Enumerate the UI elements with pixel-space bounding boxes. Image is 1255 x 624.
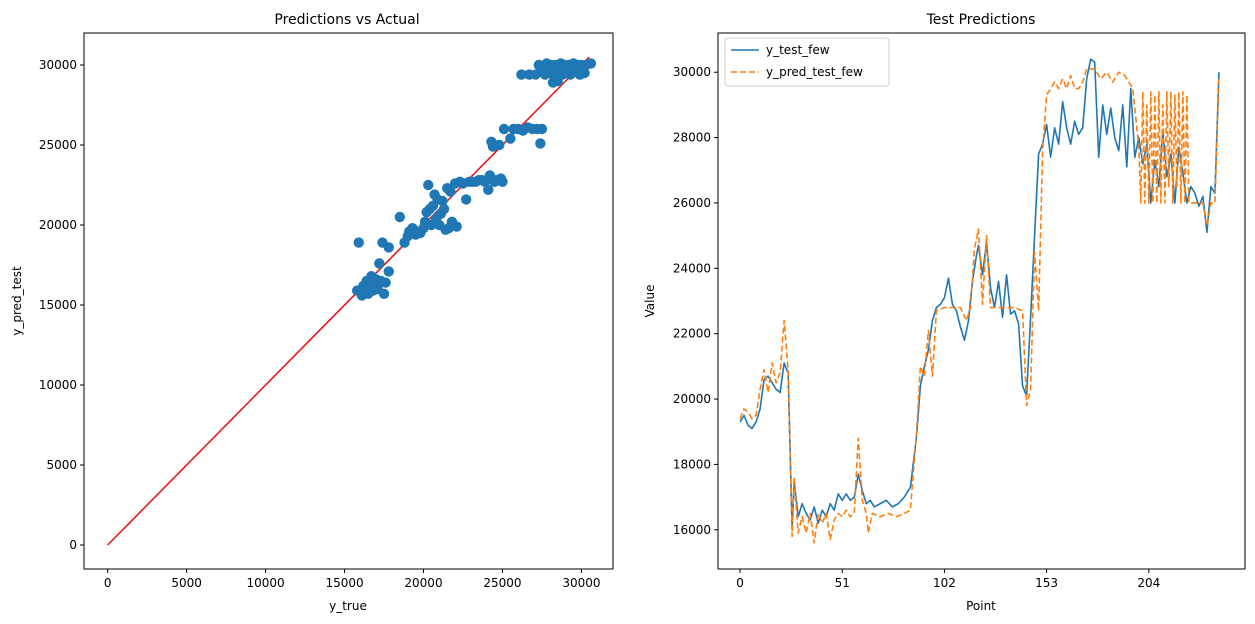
line-y-ticks: 16000 18000 20000 22000 24000 26000 28000 30000 — [673, 65, 718, 537]
scatter-point — [460, 194, 472, 205]
line-y-tick-label: 18000 — [673, 457, 711, 471]
scatter-x-ticks: 0 5000 10000 15000 20000 25000 30000 — [104, 569, 601, 590]
scatter-chart: Predictions vs Actual 0 5000 10000 15000 200… — [10, 12, 614, 613]
scatter-point — [498, 123, 510, 135]
scatter-y-label: y_pred_test — [10, 266, 24, 336]
scatter-x-tick-label: 10000 — [247, 576, 285, 590]
scatter-y-ticks: 0 5000 10000 15000 20000 25000 30000 — [39, 58, 84, 552]
scatter-x-tick-label: 5000 — [171, 576, 202, 590]
scatter-point — [383, 242, 394, 253]
series-line-y-pred-test-few — [739, 68, 1220, 544]
line-chart-title: Test Predictions — [926, 12, 1036, 28]
scatter-x-tick-label: 20000 — [404, 576, 442, 590]
line-y-tick-label: 24000 — [673, 261, 711, 275]
scatter-point — [483, 184, 494, 195]
scatter-point — [380, 277, 391, 288]
scatter-y-tick-label: 15000 — [39, 298, 77, 312]
scatter-point — [530, 69, 541, 80]
scatter-y-tick-label: 5000 — [46, 458, 77, 472]
line-x-tick-label: 0 — [736, 576, 744, 590]
line-plot-area — [717, 32, 1246, 570]
line-chart: Test Predictions 0 51 102 153 204 16000 18000… — [643, 12, 1246, 613]
scatter-y-tick-label: 30000 — [39, 58, 77, 72]
legend-label-y-test-few: y_test_few — [766, 43, 830, 57]
scatter-point — [383, 266, 394, 277]
legend-box — [724, 37, 890, 87]
scatter-y-tick-label: 0 — [69, 538, 77, 552]
scatter-point — [353, 237, 364, 248]
scatter-point — [535, 138, 546, 149]
scatter-x-tick-label: 15000 — [325, 576, 363, 590]
scatter-x-tick-label: 25000 — [483, 576, 521, 590]
scatter-chart-title: Predictions vs Actual — [274, 12, 419, 28]
line-y-tick-label: 30000 — [673, 65, 711, 79]
line-x-tick-label: 51 — [835, 576, 850, 590]
legend: y_test_few y_pred_test_few — [724, 37, 890, 87]
scatter-point — [505, 133, 516, 144]
line-x-ticks: 0 51 102 153 204 — [736, 569, 1160, 590]
scatter-point — [394, 211, 406, 223]
line-y-tick-label: 22000 — [673, 327, 711, 341]
scatter-point — [516, 69, 527, 80]
line-series — [739, 58, 1220, 544]
line-x-tick-label: 153 — [1035, 576, 1058, 590]
scatter-point — [437, 195, 448, 207]
scatter-points — [351, 58, 597, 301]
scatter-y-tick-label: 10000 — [39, 378, 77, 392]
legend-label-y-pred-test-few: y_pred_test_few — [766, 65, 863, 79]
scatter-point — [451, 221, 462, 232]
scatter-point — [378, 288, 390, 299]
line-y-label: Value — [643, 285, 657, 318]
line-y-tick-label: 20000 — [673, 392, 711, 406]
scatter-point — [536, 123, 548, 135]
scatter-y-tick-label: 20000 — [39, 218, 77, 232]
line-x-tick-label: 204 — [1137, 576, 1160, 590]
line-y-tick-label: 26000 — [673, 196, 711, 210]
scatter-point — [497, 176, 508, 187]
scatter-point — [579, 67, 590, 79]
scatter-point — [585, 58, 597, 69]
line-y-tick-label: 28000 — [673, 131, 711, 145]
scatter-point — [438, 203, 450, 215]
scatter-point — [374, 258, 385, 269]
scatter-x-tick-label: 0 — [104, 576, 112, 590]
scatter-point — [494, 139, 505, 151]
scatter-x-tick-label: 30000 — [562, 576, 600, 590]
scatter-point — [423, 179, 434, 191]
scatter-plot-area — [83, 32, 614, 570]
scatter-point — [445, 186, 456, 197]
scatter-y-tick-label: 25000 — [39, 138, 77, 152]
line-x-tick-label: 102 — [933, 576, 956, 590]
line-x-label: Point — [966, 599, 996, 613]
scatter-x-label: y_true — [329, 599, 367, 613]
line-y-tick-label: 16000 — [673, 523, 711, 537]
